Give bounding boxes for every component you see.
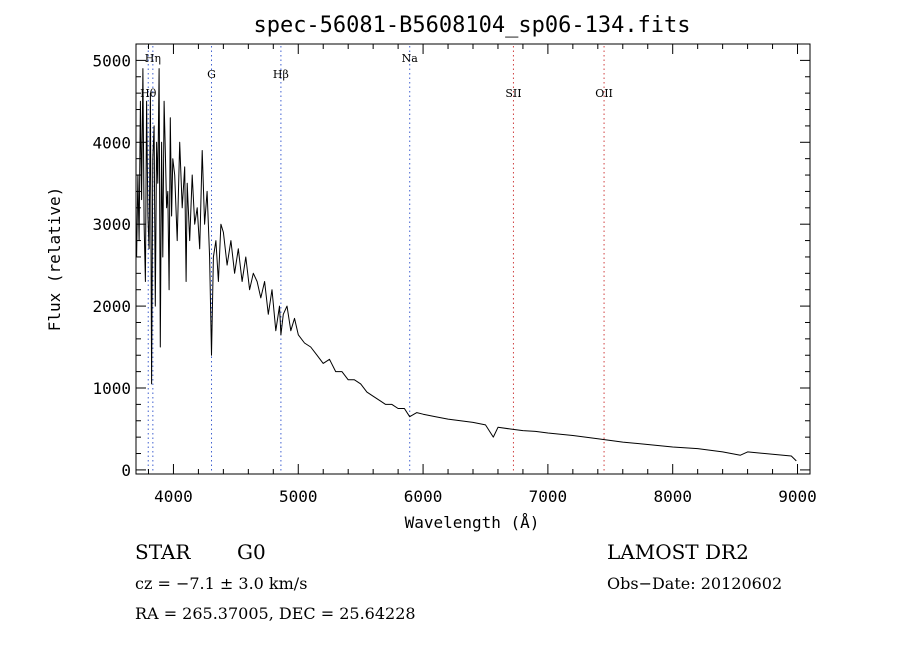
y-tick-label-0: 0	[121, 461, 131, 480]
marker-label-6: OII	[595, 87, 613, 100]
x-tick-label-4: 8000	[653, 487, 692, 506]
x-tick-label-0: 4000	[154, 487, 193, 506]
series-layer	[136, 68, 797, 462]
line-markers: Hη Hθ G Hβ Na SII OII	[140, 46, 613, 473]
redshift-velocity: cz = −7.1 ± 3.0 km/s	[135, 574, 308, 593]
marker-label-5: SII	[505, 87, 521, 100]
marker-label-0: Hη	[145, 52, 161, 65]
object-subclass: G0	[237, 540, 266, 564]
axes: 4000 5000 6000 7000 8000 9000 0 1000 2000 3000 400…	[92, 43, 817, 506]
x-tick-label-2: 6000	[404, 487, 443, 506]
survey-name: LAMOST DR2	[607, 540, 749, 564]
y-axis-label: Flux (relative)	[45, 187, 64, 332]
y-tick-label-5: 5000	[92, 51, 131, 70]
y-tick-label-2: 2000	[92, 297, 131, 316]
x-tick-label-5: 9000	[778, 487, 817, 506]
observation-date: Obs−Date: 20120602	[607, 574, 783, 593]
object-class: STAR	[135, 540, 191, 564]
marker-label-4: Na	[402, 52, 419, 65]
marker-label-2: G	[207, 68, 216, 81]
y-tick-label-3: 3000	[92, 215, 131, 234]
y-tick-label-1: 1000	[92, 379, 131, 398]
x-tick-label-3: 7000	[529, 487, 568, 506]
sky-coordinates: RA = 265.37005, DEC = 25.64228	[135, 604, 416, 623]
marker-label-3: Hβ	[273, 68, 289, 81]
chart-title: spec-56081-B5608104_sp06-134.fits	[253, 13, 690, 38]
x-axis-label: Wavelength (Å)	[405, 513, 540, 532]
series-line-0	[136, 68, 797, 462]
y-tick-label-4: 4000	[92, 133, 131, 152]
x-tick-label-1: 5000	[279, 487, 318, 506]
marker-label-1: Hθ	[140, 87, 157, 100]
